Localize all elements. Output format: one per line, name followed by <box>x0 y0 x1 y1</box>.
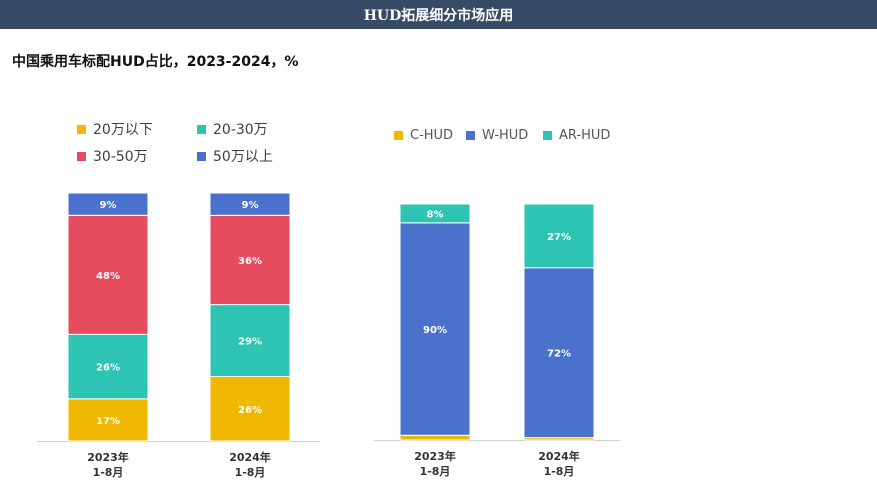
legend-label: 20-30万 <box>213 122 268 138</box>
bar-segment <box>209 376 291 442</box>
data-label: 9% <box>100 200 117 211</box>
legend-swatch-yellow <box>394 131 403 140</box>
legend-swatch-red <box>77 151 86 161</box>
x-tick-label: 2023年 <box>414 449 456 463</box>
data-label: 90% <box>423 325 447 336</box>
x-tick-label: 2023年 <box>87 450 129 464</box>
legend-item-ar-hud: AR-HUD <box>543 128 610 143</box>
data-label: 27% <box>547 232 571 243</box>
bar-segment <box>67 192 149 216</box>
x-tick-label: 1-8月 <box>93 466 124 479</box>
data-label: 17% <box>96 416 120 427</box>
x-tick-label: 1-8月 <box>420 465 451 478</box>
legend-item-w-hud: W-HUD <box>466 128 528 143</box>
data-label: 36% <box>238 256 262 267</box>
bar-segment <box>209 214 291 306</box>
x-tick-label: 2024年 <box>229 450 271 464</box>
data-label: 26% <box>96 363 120 374</box>
bar-segment <box>523 203 595 269</box>
legend-swatch-teal <box>543 131 552 140</box>
legend-label: 30-50万 <box>93 149 148 165</box>
x-tick-label: 1-8月 <box>544 465 575 478</box>
chart-subtitle: 中国乘用车标配HUD占比，2023-2024，% <box>12 54 299 70</box>
legend-label: 50万以上 <box>213 149 273 165</box>
legend-label: C-HUD <box>410 128 454 143</box>
legend-swatch-teal <box>197 124 206 134</box>
page-title: HUD拓展细分市场应用 <box>363 7 514 24</box>
data-label: 48% <box>96 271 120 282</box>
legend-swatch-blue <box>466 131 475 140</box>
legend-swatch-yellow <box>77 124 86 134</box>
x-tick-label: 2024年 <box>538 449 580 463</box>
bar-segment <box>67 333 149 400</box>
data-label: 29% <box>238 337 262 348</box>
data-label: 26% <box>238 405 262 416</box>
bar-segment <box>399 434 471 441</box>
data-label: 72% <box>547 349 571 360</box>
data-label: 9% <box>242 200 259 211</box>
bar-segment <box>67 214 149 335</box>
legend-swatch-blue <box>197 151 206 161</box>
bar-segment <box>209 304 291 378</box>
bar-segment <box>209 192 291 216</box>
bar-segment <box>67 398 149 442</box>
legend-item-300k-500k: 30-50万 <box>77 146 148 166</box>
bar-segment <box>399 203 471 224</box>
page-header: HUD拓展细分市场应用 <box>0 0 877 29</box>
data-label: 8% <box>427 209 444 220</box>
legend-item-over-500k: 50万以上 <box>197 146 273 166</box>
legend-label: AR-HUD <box>559 128 611 143</box>
legend-item-200k-300k: 20-30万 <box>197 119 268 139</box>
legend-label: W-HUD <box>482 128 529 143</box>
legend-label: 20万以下 <box>93 122 153 138</box>
x-tick-label: 1-8月 <box>235 466 266 479</box>
legend-item-c-hud: C-HUD <box>394 128 453 143</box>
legend-item-under-200k: 20万以下 <box>77 119 153 139</box>
